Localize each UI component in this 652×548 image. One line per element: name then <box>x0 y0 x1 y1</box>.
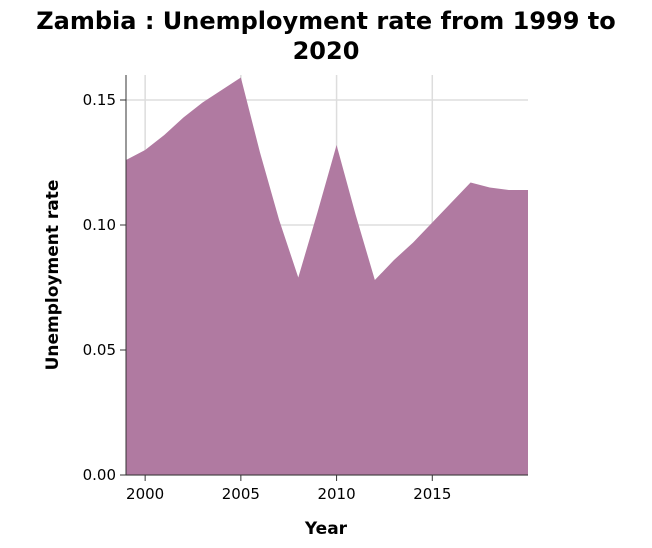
axes <box>125 75 528 476</box>
chart-title-line-2: 2020 <box>292 37 360 65</box>
y-tick-label-0.15: 0.15 <box>83 91 116 109</box>
x-tick-label-2000: 2000 <box>126 485 164 503</box>
y-tick-label-0.00: 0.00 <box>83 466 116 484</box>
chart-title-line-1: Zambia : Unemployment rate from 1999 to <box>36 7 616 35</box>
tick-labels: 2000 2005 2010 2015 0.00 0.05 0.10 0.15 <box>83 91 452 503</box>
x-tick-label-2010: 2010 <box>317 485 355 503</box>
x-axis-label: Year <box>304 519 348 539</box>
x-tick-label-2005: 2005 <box>222 485 260 503</box>
y-tick-label-0.10: 0.10 <box>83 216 116 234</box>
chart-title: Zambia : Unemployment rate from 1999 to … <box>0 6 652 66</box>
y-axis-label: Unemployment rate <box>43 180 63 371</box>
area-series <box>126 77 528 475</box>
y-tick-label-0.05: 0.05 <box>83 341 116 359</box>
x-tick-label-2015: 2015 <box>413 485 451 503</box>
